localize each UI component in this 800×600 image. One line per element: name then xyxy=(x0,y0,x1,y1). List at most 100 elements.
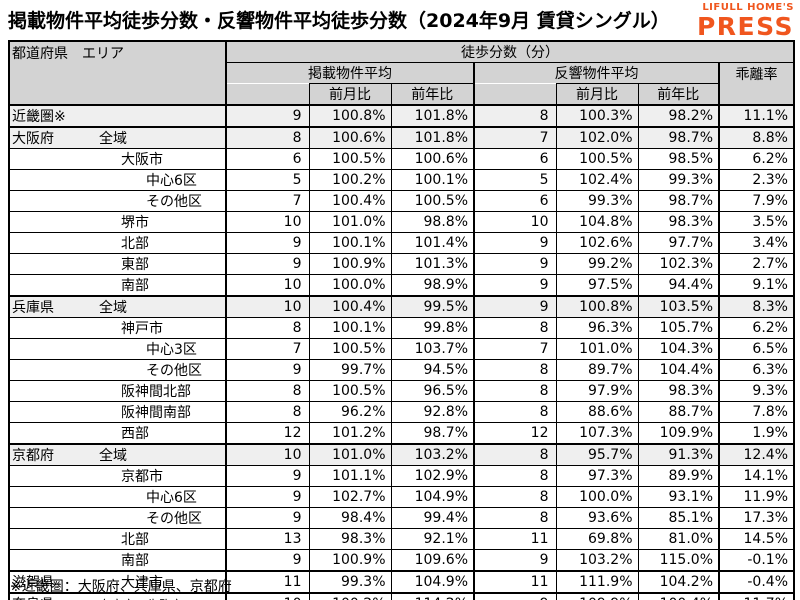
response-minutes: 9 xyxy=(473,232,557,254)
area-cell: 京都府 全域 xyxy=(8,443,227,466)
area-cell: 阪神間北部 xyxy=(8,380,227,402)
response-minutes: 8 xyxy=(473,465,557,487)
listed-mom: 100.1% xyxy=(308,232,392,254)
response-yoy: 104.4% xyxy=(637,359,720,381)
area-cell: 北部 xyxy=(8,232,227,254)
table-body: 近畿圏※ 9 100.8% 101.8% 8 100.3% 98.2% 11.1% 大阪府 全域 8… xyxy=(8,104,795,600)
header-response-average: 反響物件平均 xyxy=(473,62,720,84)
response-minutes: 9 xyxy=(473,592,557,600)
listed-minutes: 10 xyxy=(225,274,310,297)
divergence-rate: -0.4% xyxy=(718,570,795,594)
listed-minutes: 9 xyxy=(225,486,310,508)
area-cell: その他区 xyxy=(8,359,227,381)
divergence-rate: 14.5% xyxy=(718,528,795,550)
listed-yoy: 100.5% xyxy=(390,190,475,212)
response-yoy: 98.7% xyxy=(637,126,720,149)
table-row: 神戸市 8 100.1% 99.8% 8 96.3% 105.7% 6.2% xyxy=(8,317,795,339)
area-label: 南部 xyxy=(121,278,149,294)
area-label: 全域 xyxy=(99,131,127,147)
table-row: 堺市 10 101.0% 98.8% 10 104.8% 98.3% 3.5% xyxy=(8,211,795,233)
response-minutes: 7 xyxy=(473,126,557,149)
response-yoy: 104.3% xyxy=(637,338,720,360)
response-yoy: 97.7% xyxy=(637,232,720,254)
listed-yoy: 104.9% xyxy=(390,570,475,594)
listed-mom: 101.2% xyxy=(308,422,392,445)
table-row: 大阪市 6 100.5% 100.6% 6 100.5% 98.5% 6.2% xyxy=(8,148,795,170)
table-row: 京都市 9 101.1% 102.9% 8 97.3% 89.9% 14.1% xyxy=(8,465,795,487)
divergence-rate: 8.8% xyxy=(718,126,795,149)
prefecture-label: 大阪府 xyxy=(12,131,54,147)
area-label: 北部 xyxy=(121,236,149,252)
listed-minutes: 8 xyxy=(225,380,310,402)
page-title: 掲載物件平均徒歩分数・反響物件平均徒歩分数（2024年9月 賃貸シングル） xyxy=(8,10,670,32)
listed-minutes: 6 xyxy=(225,148,310,170)
lifull-homes-press-logo: LIFULL HOME'S PRESS xyxy=(696,2,794,41)
listed-mom: 100.4% xyxy=(308,190,392,212)
listed-yoy: 101.8% xyxy=(390,126,475,149)
response-mom: 104.8% xyxy=(555,211,639,233)
response-mom: 102.6% xyxy=(555,232,639,254)
listed-yoy: 92.1% xyxy=(390,528,475,550)
listed-yoy: 101.4% xyxy=(390,232,475,254)
listed-minutes: 9 xyxy=(225,507,310,529)
listed-mom: 100.8% xyxy=(308,104,392,128)
response-mom: 88.6% xyxy=(555,401,639,423)
table-row: 中心6区 9 102.7% 104.9% 8 100.0% 93.1% 11.9% xyxy=(8,486,795,508)
response-yoy: 100.4% xyxy=(637,592,720,600)
response-mom: 111.9% xyxy=(555,570,639,594)
listed-mom: 100.6% xyxy=(308,126,392,149)
listed-mom: 100.5% xyxy=(308,148,392,170)
response-yoy: 98.5% xyxy=(637,148,720,170)
listed-minutes: 13 xyxy=(225,528,310,550)
response-minutes: 11 xyxy=(473,528,557,550)
response-mom: 95.7% xyxy=(555,443,639,466)
logo-press-text: PRESS xyxy=(696,12,794,41)
listed-yoy: 103.7% xyxy=(390,338,475,360)
listed-mom: 100.5% xyxy=(308,380,392,402)
table-row: 京都府 全域 10 101.0% 103.2% 8 95.7% 91.3% 12.4% xyxy=(8,443,795,466)
listed-yoy: 109.6% xyxy=(390,549,475,572)
listed-yoy: 103.2% xyxy=(390,443,475,466)
divergence-rate: 6.2% xyxy=(718,148,795,170)
header-prefecture-area: 都道府県 エリア xyxy=(8,40,227,106)
header-row-1: 都道府県 エリア 徒歩分数（分） xyxy=(8,40,795,106)
area-cell: 中心6区 xyxy=(8,486,227,508)
listed-yoy: 104.9% xyxy=(390,486,475,508)
area-cell: 兵庫県 全域 xyxy=(8,295,227,318)
response-mom: 97.9% xyxy=(555,380,639,402)
divergence-rate: 11.7% xyxy=(718,592,795,600)
response-minutes: 8 xyxy=(473,507,557,529)
listed-mom: 100.2% xyxy=(308,169,392,191)
table-row: 近畿圏※ 9 100.8% 101.8% 8 100.3% 98.2% 11.1% xyxy=(8,104,795,128)
area-label: 全域 xyxy=(99,300,127,316)
listed-minutes: 5 xyxy=(225,169,310,191)
divergence-rate: 9.1% xyxy=(718,274,795,297)
listed-yoy: 92.8% xyxy=(390,401,475,423)
prefecture-label: 近畿圏※ xyxy=(12,109,66,125)
listed-minutes: 10 xyxy=(225,443,310,466)
listed-minutes: 10 xyxy=(225,592,310,600)
listed-minutes: 9 xyxy=(225,359,310,381)
area-cell: 東部 xyxy=(8,253,227,275)
response-minutes: 9 xyxy=(473,274,557,297)
listed-minutes: 8 xyxy=(225,317,310,339)
walk-minutes-table: 都道府県 エリア 徒歩分数（分） 掲載物件平均 反響物件平均 乖離率 前月比 前… xyxy=(8,40,795,600)
listed-minutes: 10 xyxy=(225,211,310,233)
area-label: 神戸市 xyxy=(121,321,163,337)
response-yoy: 98.7% xyxy=(637,190,720,212)
response-minutes: 8 xyxy=(473,359,557,381)
listed-yoy: 98.8% xyxy=(390,211,475,233)
response-minutes: 8 xyxy=(473,401,557,423)
table-row: 西部 12 101.2% 98.7% 12 107.3% 109.9% 1.9% xyxy=(8,422,795,445)
table-row: 北部 9 100.1% 101.4% 9 102.6% 97.7% 3.4% xyxy=(8,232,795,254)
response-mom: 107.3% xyxy=(555,422,639,445)
logo-brand-text: LIFULL HOME'S xyxy=(702,2,794,13)
listed-mom: 100.9% xyxy=(308,549,392,572)
table-header: 都道府県 エリア 徒歩分数（分） 掲載物件平均 反響物件平均 乖離率 前月比 前… xyxy=(8,40,795,106)
table-row: 北部 13 98.3% 92.1% 11 69.8% 81.0% 14.5% xyxy=(8,528,795,550)
listed-yoy: 100.6% xyxy=(390,148,475,170)
response-mom: 69.8% xyxy=(555,528,639,550)
response-minutes: 6 xyxy=(473,148,557,170)
response-yoy: 94.4% xyxy=(637,274,720,297)
